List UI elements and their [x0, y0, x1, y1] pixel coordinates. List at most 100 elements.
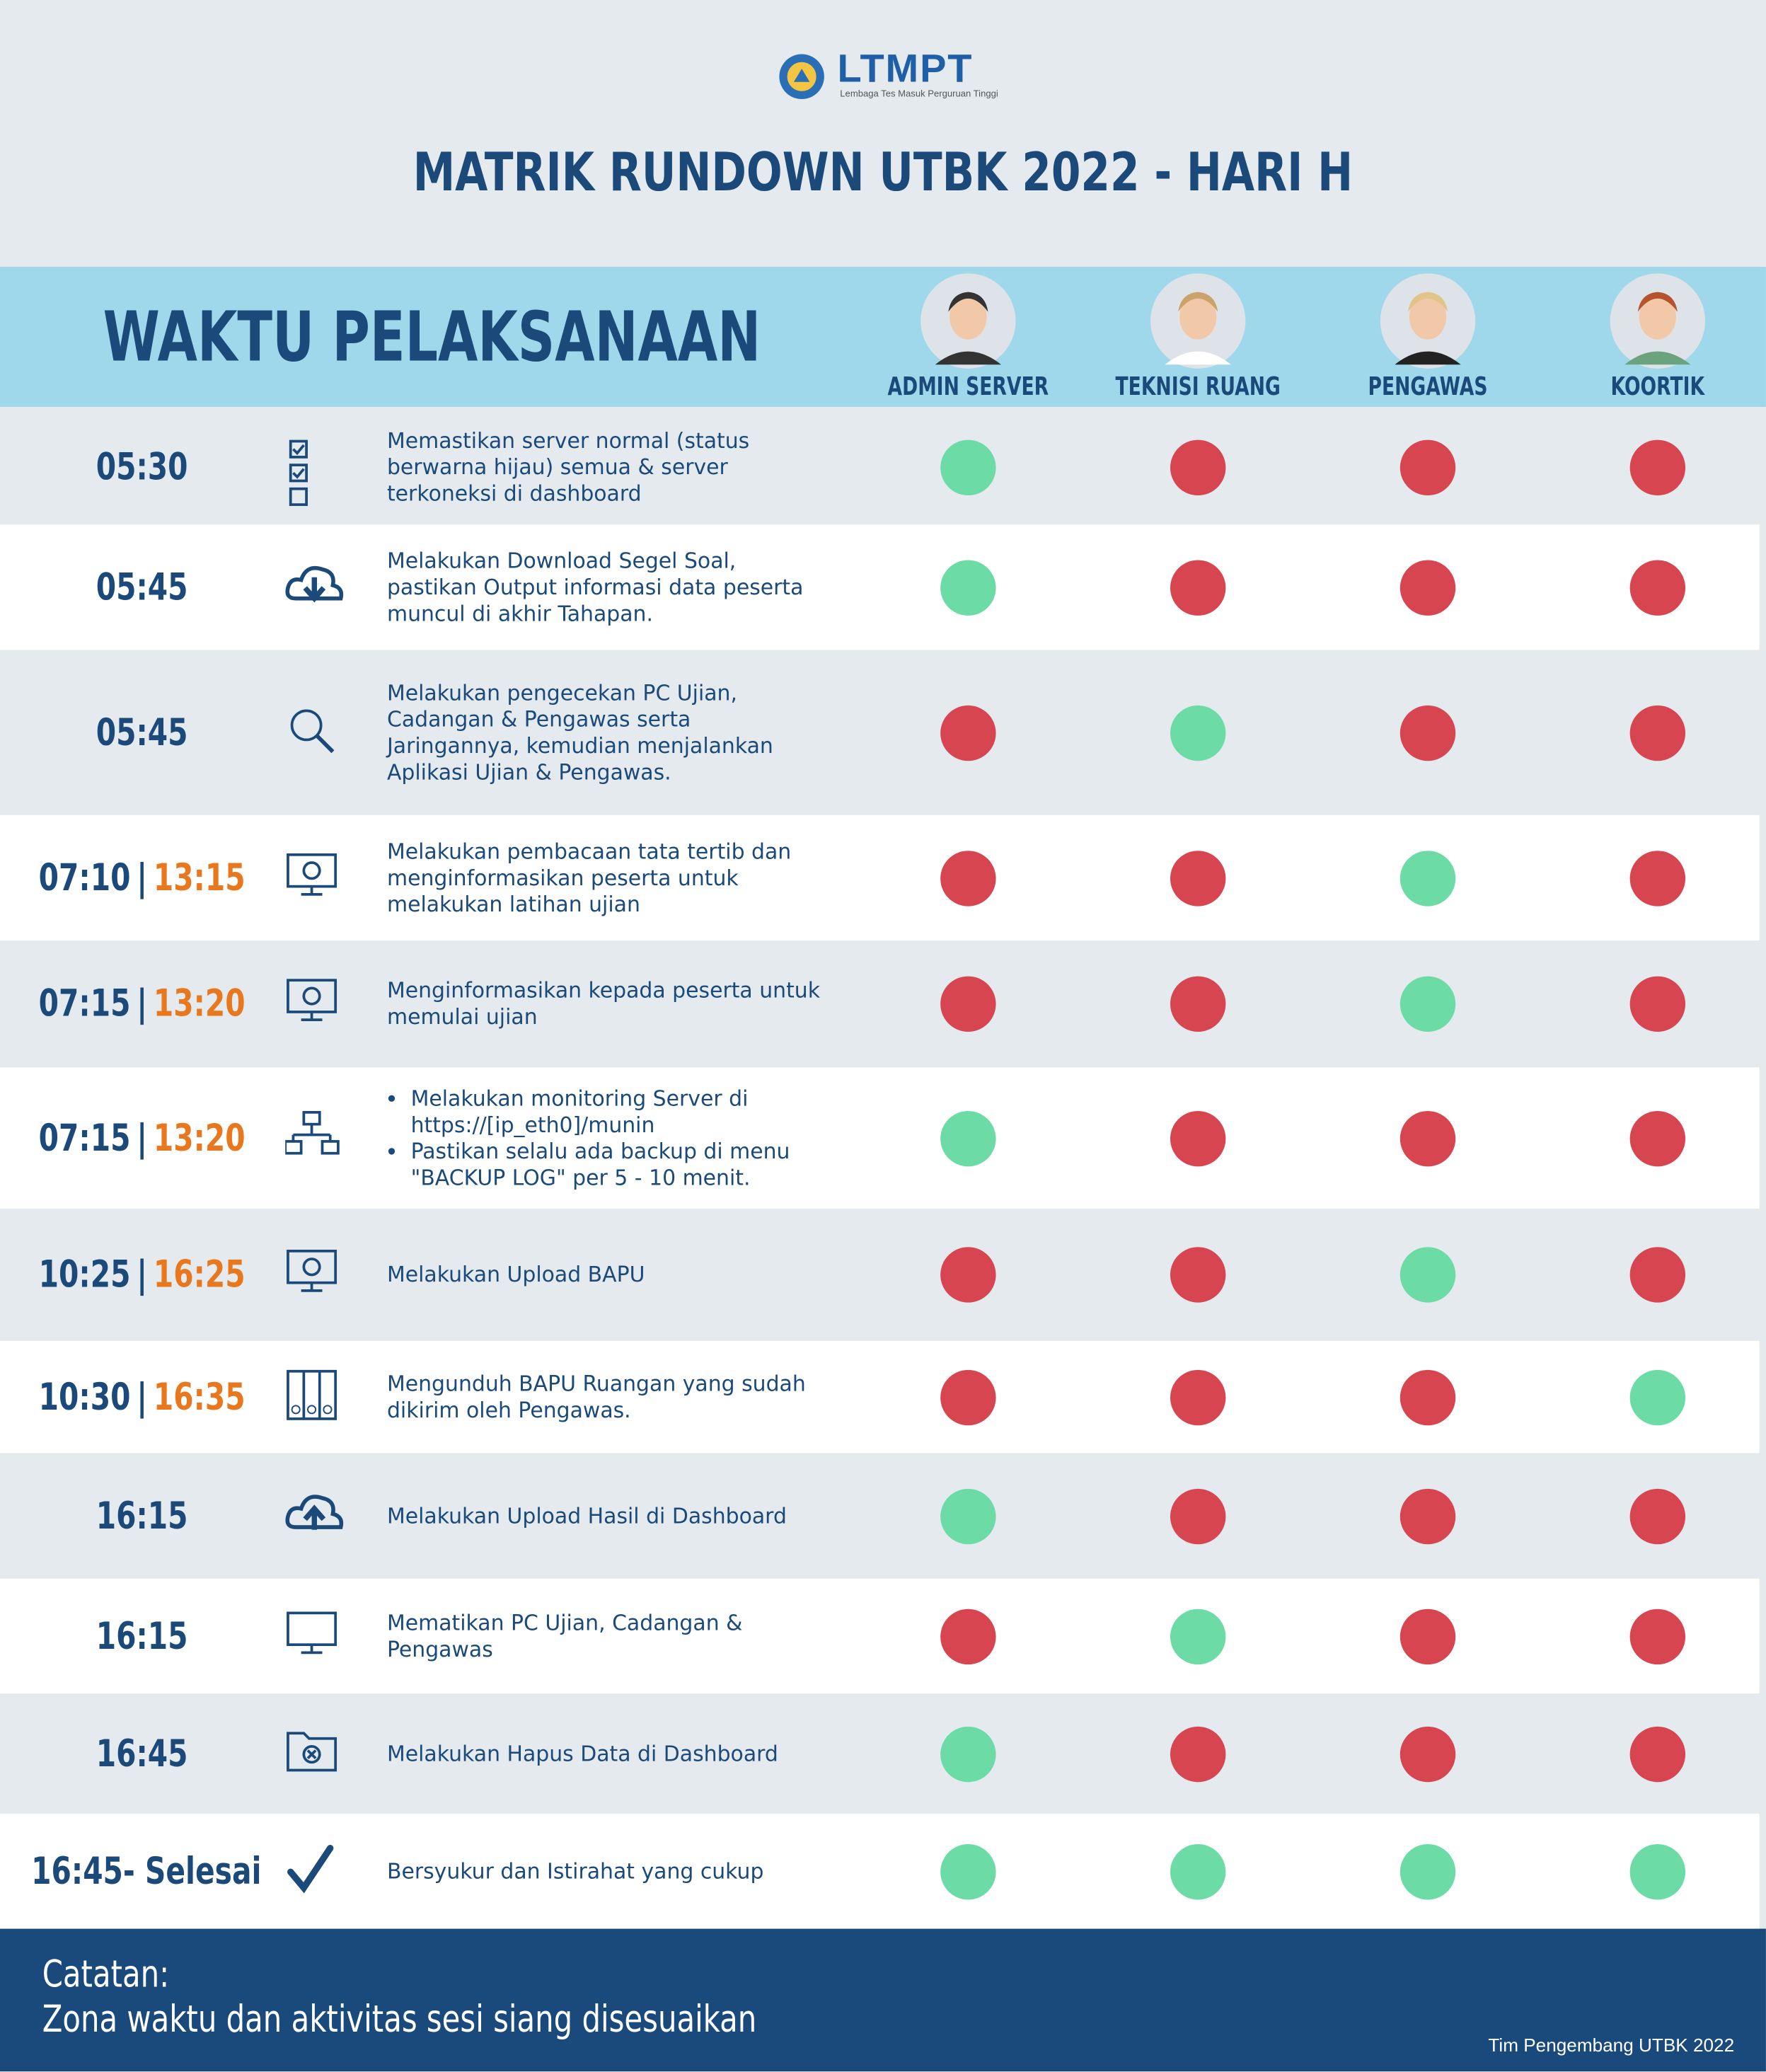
- status-dot: [940, 1725, 996, 1782]
- status-dot: [1629, 1247, 1686, 1303]
- time: 07:15: [38, 982, 131, 1025]
- time-cell: 10:30 | 16:35: [31, 1374, 253, 1419]
- description: Mengunduh BAPU Ruangan yang sudah dikiri…: [386, 1370, 806, 1422]
- status-dot: [940, 1369, 996, 1425]
- status-dot: [1170, 1608, 1226, 1664]
- row-icon: [285, 1607, 343, 1665]
- status-dot: [1170, 1110, 1226, 1166]
- status-dot: [1399, 1247, 1456, 1303]
- description: Melakukan Download Segel Soal, pastikan …: [386, 547, 804, 626]
- row-icon: [285, 975, 343, 1033]
- time-separator: |: [137, 1252, 148, 1296]
- icon: [289, 439, 308, 506]
- row-band: [0, 1693, 1766, 1814]
- icon: [285, 565, 344, 602]
- role-label: TEKNISI RUANG: [1115, 372, 1281, 402]
- row-band: [0, 815, 1760, 941]
- description: Menginformasikan kepada peserta untuk me…: [386, 977, 821, 1030]
- time-separator: |: [137, 1115, 148, 1160]
- time-cell: 05:45: [31, 710, 253, 754]
- avatar: [1379, 272, 1477, 370]
- status-dot: [940, 559, 996, 615]
- status-dot: [1629, 439, 1686, 495]
- status-dot: [1170, 1487, 1226, 1544]
- status-dot: [940, 976, 996, 1032]
- page-title: MATRIK RUNDOWN UTBK 2022 - HARI H: [412, 142, 1354, 204]
- avatar-face: [1150, 273, 1246, 369]
- note: Zona waktu dan aktivitas sesi siang dise…: [42, 1997, 757, 2042]
- row-band: [0, 1453, 1766, 1579]
- row-icon: [285, 848, 343, 906]
- status-dot: [1399, 439, 1456, 495]
- time-separator: |: [137, 1374, 148, 1419]
- note-title: Catatan:: [42, 1952, 170, 1996]
- row-band: [0, 1340, 1760, 1454]
- row-band: [0, 650, 1766, 815]
- status-dot: [1399, 1725, 1456, 1782]
- logo-text: LTMPT: [837, 47, 974, 91]
- status-dot: [1629, 704, 1686, 761]
- status-dot: [1170, 559, 1226, 615]
- status-dot: [1170, 704, 1226, 761]
- status-dot: [940, 1110, 996, 1166]
- role-label: PENGAWAS: [1368, 372, 1488, 402]
- time-afternoon: 16:25: [153, 1252, 246, 1296]
- avatar: [919, 272, 1017, 370]
- time: 10:25: [38, 1252, 131, 1296]
- footer: [0, 1928, 1766, 2072]
- icon: [285, 1494, 344, 1529]
- row-band: [0, 940, 1766, 1068]
- time: 07:15: [38, 1115, 131, 1160]
- time-header: WAKTU PELAKSANAAN: [103, 298, 761, 378]
- status-dot: [1629, 976, 1686, 1032]
- icon: [287, 1611, 337, 1654]
- avatar-face: [920, 273, 1016, 369]
- time-cell: 07:10 | 13:15: [31, 855, 253, 899]
- status-dot: [1170, 850, 1226, 906]
- status-dot: [1170, 1369, 1226, 1425]
- time: 05:30: [96, 444, 188, 488]
- row-band: [0, 1209, 1766, 1341]
- description: Melakukan Upload Hasil di Dashboard: [386, 1502, 787, 1528]
- row-icon: [285, 703, 343, 761]
- description: Memastikan server normal (status berwarn…: [386, 427, 750, 506]
- role-label: ADMIN SERVER: [887, 372, 1049, 402]
- icon: [290, 708, 335, 753]
- time-cell: 16:15: [31, 1494, 253, 1537]
- status-dot: [940, 1487, 996, 1544]
- status-dot: [1399, 1843, 1456, 1899]
- row-icon: [285, 1368, 343, 1426]
- row-band: [0, 1578, 1760, 1694]
- status-dot: [1170, 439, 1226, 495]
- status-dot: [940, 1608, 996, 1664]
- icon: [287, 1249, 337, 1292]
- time-afternoon: 13:20: [153, 982, 246, 1025]
- status-dot: [1170, 976, 1226, 1032]
- time-cell: 07:15 | 13:20: [31, 1115, 253, 1160]
- bullet-list: Melakukan monitoring Server di https://[…: [387, 1086, 823, 1191]
- status-dot: [1399, 704, 1456, 761]
- icon: [287, 853, 337, 895]
- time-afternoon: 13:15: [153, 855, 246, 899]
- time-cell: 16:15: [31, 1613, 253, 1657]
- row-band: [0, 1814, 1760, 1929]
- status-dot: [1170, 1247, 1226, 1303]
- status-dot: [1629, 1608, 1686, 1664]
- status-dot: [1399, 976, 1456, 1032]
- row-icon: [285, 1725, 343, 1783]
- status-dot: [940, 850, 996, 906]
- row-icon: [284, 1109, 343, 1167]
- time-cell: 07:15 | 13:20: [31, 982, 253, 1025]
- description: Melakukan Upload BAPU: [386, 1261, 645, 1287]
- time: 05:45: [96, 710, 188, 754]
- description: Melakukan pembacaan tata tertib dan meng…: [386, 838, 792, 916]
- status-dot: [1399, 1110, 1456, 1166]
- time: 07:10: [38, 855, 131, 899]
- status-dot: [1629, 1725, 1686, 1782]
- icon: [287, 1731, 337, 1771]
- time: 16:15: [96, 1613, 188, 1657]
- logo-emblem: [779, 54, 824, 100]
- time-afternoon: 16:35: [153, 1374, 246, 1419]
- avatar: [1149, 272, 1247, 370]
